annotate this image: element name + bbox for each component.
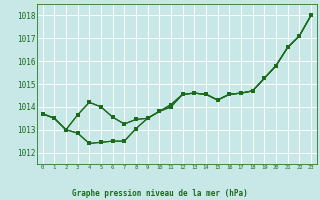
Text: Graphe pression niveau de la mer (hPa): Graphe pression niveau de la mer (hPa) (72, 189, 248, 198)
